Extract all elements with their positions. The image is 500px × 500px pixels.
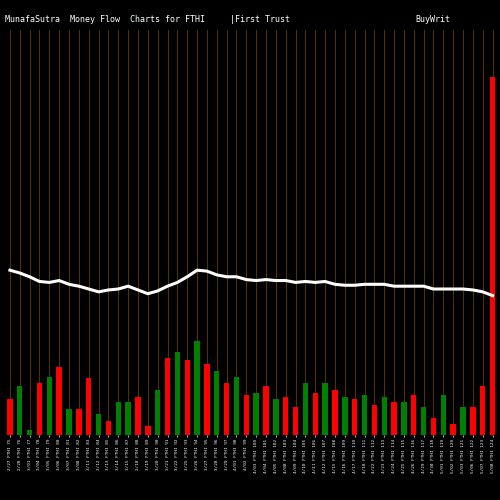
Bar (136, 398, 140, 435)
Bar (46, 376, 52, 435)
Text: MunafaSutra  Money Flow  Charts for FTHI: MunafaSutra Money Flow Charts for FTHI (5, 15, 205, 24)
Bar (293, 406, 298, 435)
Bar (322, 383, 328, 435)
Bar (204, 364, 210, 435)
Bar (312, 392, 318, 435)
Bar (362, 396, 367, 435)
Bar (37, 383, 42, 435)
Bar (283, 398, 288, 435)
Bar (244, 396, 249, 435)
Bar (174, 352, 180, 435)
Bar (86, 378, 92, 435)
Bar (411, 396, 416, 435)
Bar (460, 406, 466, 435)
Bar (7, 399, 12, 435)
Bar (470, 406, 476, 435)
Bar (27, 430, 32, 435)
Bar (440, 396, 446, 435)
Bar (126, 402, 131, 435)
Bar (224, 383, 230, 435)
Bar (302, 383, 308, 435)
Bar (273, 399, 278, 435)
Bar (264, 386, 268, 435)
Bar (234, 376, 239, 435)
Bar (184, 360, 190, 435)
Bar (382, 398, 387, 435)
Bar (352, 399, 358, 435)
Bar (480, 386, 486, 435)
Bar (96, 414, 102, 435)
Text: BuyWrit: BuyWrit (415, 15, 450, 24)
Bar (76, 408, 82, 435)
Bar (66, 408, 71, 435)
Bar (116, 402, 121, 435)
Bar (401, 402, 406, 435)
Bar (194, 341, 200, 435)
Bar (165, 358, 170, 435)
Bar (254, 392, 259, 435)
Bar (17, 386, 22, 435)
Bar (332, 390, 338, 435)
Bar (421, 406, 426, 435)
Bar (56, 367, 62, 435)
Bar (372, 405, 377, 435)
Bar (214, 371, 220, 435)
Text: |First Trust: |First Trust (230, 15, 290, 24)
Bar (392, 402, 397, 435)
Bar (490, 77, 496, 435)
Bar (145, 426, 150, 435)
Bar (155, 390, 160, 435)
Bar (450, 424, 456, 435)
Bar (342, 398, 347, 435)
Bar (106, 421, 111, 435)
Bar (431, 418, 436, 435)
